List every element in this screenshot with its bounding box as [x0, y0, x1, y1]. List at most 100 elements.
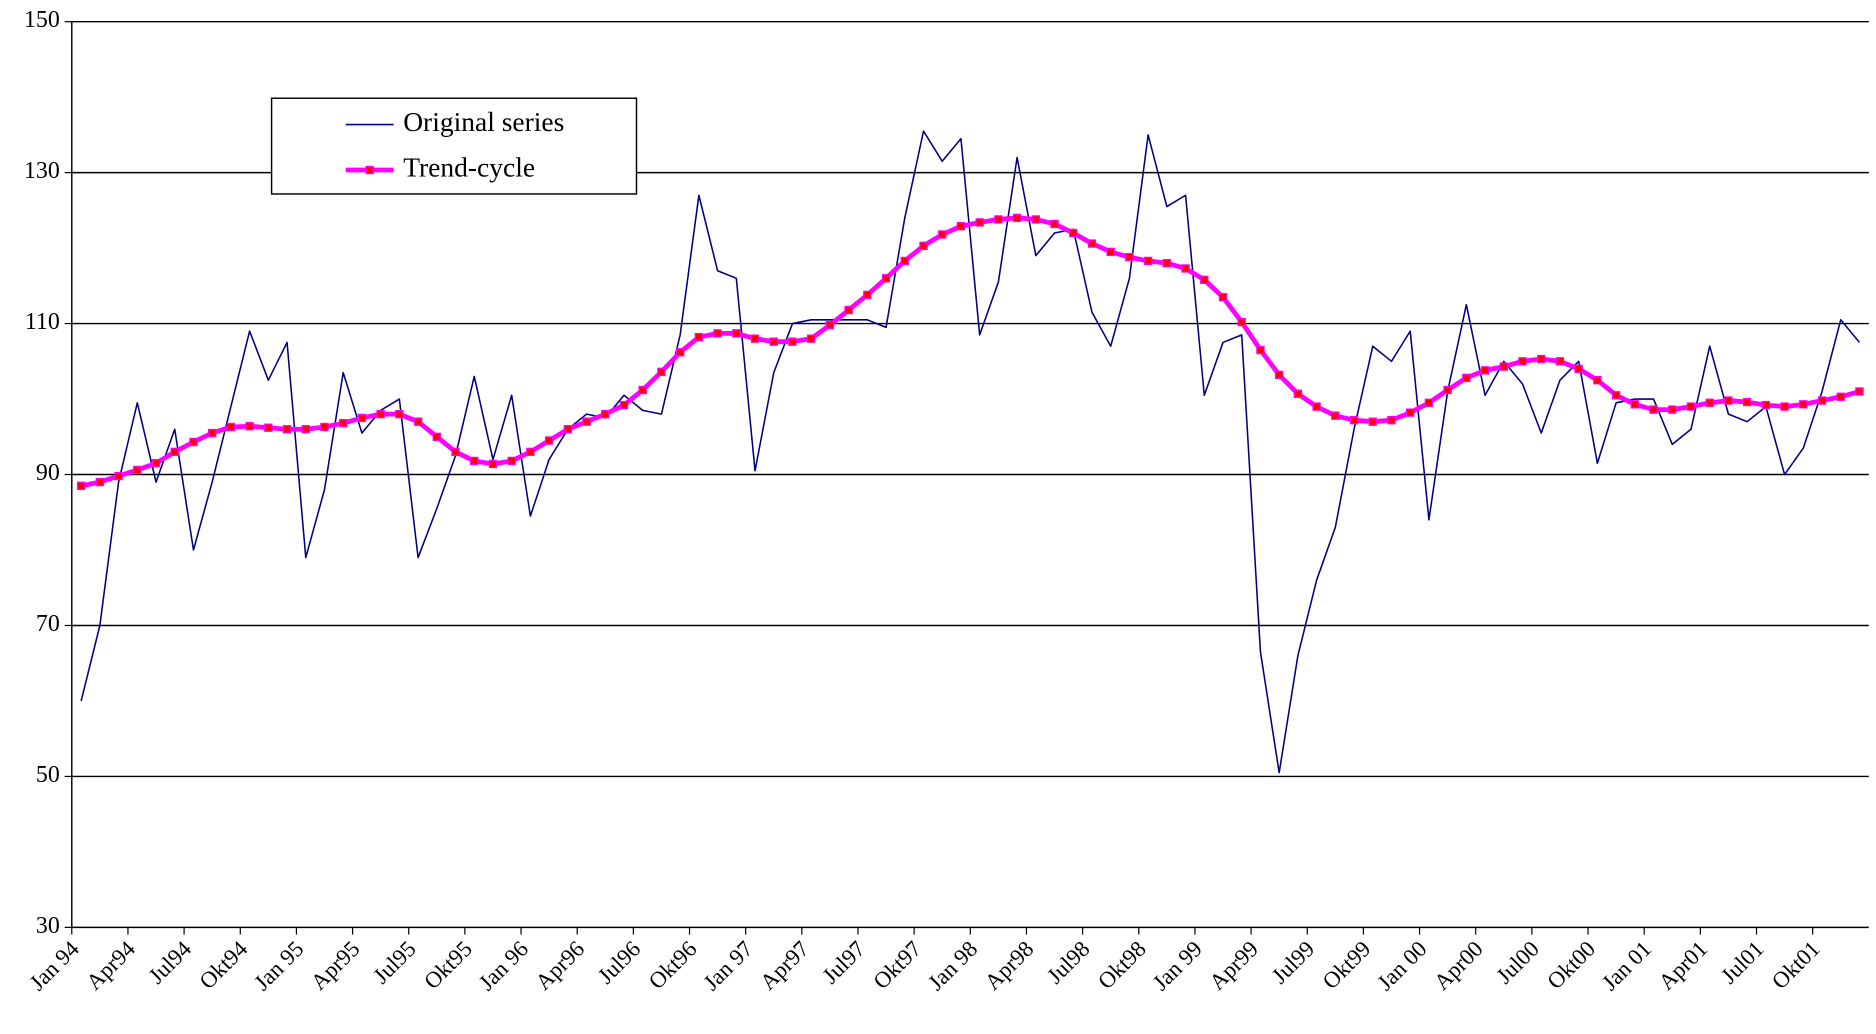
point-marker [1050, 219, 1059, 229]
x-tick-label: Jul94 [144, 936, 196, 988]
point-marker [1855, 387, 1864, 396]
x-tick-label: Okt97 [868, 936, 926, 994]
y-tick-label: 30 [36, 913, 60, 939]
y-tick-label: 70 [36, 611, 60, 637]
point-marker [207, 428, 217, 438]
x-tick-label: Okt96 [644, 936, 702, 994]
x-tick-label: Apr00 [1429, 936, 1488, 995]
point-marker [1012, 213, 1022, 223]
legend-label: Trend-cycle [403, 151, 535, 182]
x-tick-label: Apr94 [81, 936, 140, 995]
x-tick-label: Jan 99 [1148, 936, 1207, 995]
point-marker [1836, 392, 1845, 401]
point-marker [1742, 397, 1752, 407]
point-marker [432, 432, 441, 441]
legend-marker [365, 165, 374, 175]
point-marker [245, 422, 254, 431]
point-marker [1424, 398, 1434, 408]
point-marker [1799, 400, 1808, 409]
point-marker [844, 305, 853, 315]
point-marker [1143, 256, 1153, 266]
point-marker [563, 425, 573, 434]
point-marker [1312, 402, 1321, 411]
point-marker [750, 334, 760, 343]
x-tick-label: Jul99 [1267, 936, 1319, 988]
point-marker [1406, 408, 1415, 417]
point-marker [788, 337, 797, 346]
point-marker [1200, 275, 1209, 284]
point-marker [357, 413, 367, 423]
point-marker [226, 422, 236, 432]
point-marker [395, 409, 404, 419]
point-marker [282, 425, 292, 434]
point-marker [713, 329, 722, 338]
point-marker [1537, 354, 1546, 364]
point-marker [1518, 357, 1527, 366]
point-marker [1087, 239, 1097, 248]
x-tick-label: Jan 97 [699, 936, 758, 995]
point-marker [488, 459, 498, 469]
point-marker [1649, 405, 1658, 414]
point-marker [76, 481, 86, 491]
point-marker [1274, 370, 1284, 380]
y-tick-label: 50 [36, 762, 60, 788]
x-tick-label: Jul95 [368, 936, 420, 988]
series-line [80, 215, 1861, 489]
point-marker [170, 447, 179, 457]
legend-box [270, 97, 638, 195]
x-tick-label: Jul01 [1716, 936, 1768, 988]
point-marker [1480, 366, 1490, 375]
point-marker [1611, 391, 1621, 400]
y-tick-label: 90 [36, 460, 60, 486]
point-marker [1125, 252, 1134, 262]
point-marker [1499, 362, 1508, 371]
x-tick-label: Apr96 [530, 936, 589, 995]
point-marker [601, 409, 610, 419]
point-marker [1256, 345, 1265, 355]
x-tick-label: Apr99 [1204, 936, 1263, 995]
point-marker [133, 465, 142, 475]
point-marker [1031, 215, 1041, 224]
point-marker [807, 334, 816, 343]
point-marker [582, 417, 591, 426]
point-marker [900, 256, 909, 266]
point-marker [769, 337, 778, 346]
point-marker [189, 437, 198, 447]
point-marker [619, 400, 629, 410]
x-tick-label: Jan 96 [474, 936, 533, 995]
point-marker [1462, 373, 1471, 383]
point-marker [1368, 417, 1377, 426]
series-line [80, 130, 1861, 774]
x-tick-label: Jul97 [818, 936, 870, 988]
point-marker [1780, 402, 1789, 411]
point-marker [1293, 389, 1303, 398]
x-tick-label: Apr01 [1654, 936, 1713, 995]
point-marker [1349, 415, 1359, 425]
x-tick-label: Okt98 [1093, 936, 1151, 994]
point-marker [1817, 396, 1827, 405]
point-marker [114, 471, 123, 481]
point-marker [881, 274, 891, 283]
point-marker [732, 329, 741, 338]
point-marker [938, 230, 947, 239]
point-marker [919, 241, 928, 251]
point-marker [1574, 364, 1583, 374]
point-marker [694, 332, 704, 342]
point-marker [638, 385, 647, 395]
point-marker [1218, 292, 1228, 302]
point-marker [320, 422, 329, 432]
point-marker [1181, 264, 1190, 273]
x-tick-label: Okt95 [419, 936, 477, 994]
point-marker [339, 419, 348, 428]
point-marker [451, 447, 460, 457]
point-marker [1443, 385, 1452, 395]
x-tick-label: Apr95 [306, 936, 365, 995]
point-marker [95, 477, 105, 487]
x-tick-label: Okt94 [194, 936, 252, 994]
point-marker [507, 456, 516, 466]
point-marker [264, 423, 273, 432]
point-marker [1555, 357, 1565, 366]
point-marker [956, 222, 966, 231]
point-marker [1387, 415, 1396, 425]
